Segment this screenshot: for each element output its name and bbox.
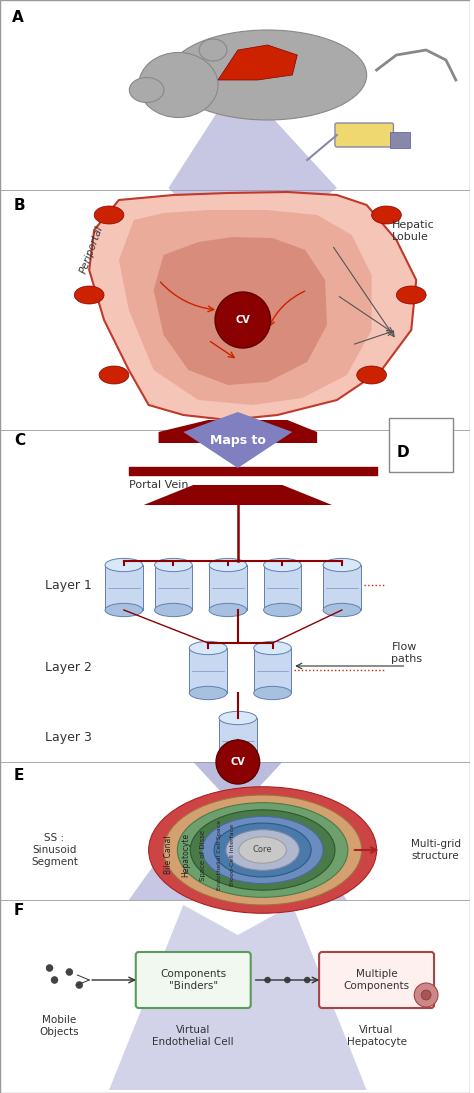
Ellipse shape bbox=[105, 559, 143, 572]
Text: CV: CV bbox=[236, 315, 250, 325]
Ellipse shape bbox=[202, 816, 323, 883]
Ellipse shape bbox=[149, 787, 376, 914]
Ellipse shape bbox=[264, 559, 301, 572]
Ellipse shape bbox=[396, 286, 426, 304]
FancyBboxPatch shape bbox=[319, 952, 434, 1008]
Circle shape bbox=[215, 292, 271, 348]
Circle shape bbox=[421, 990, 431, 1000]
Text: Layer 1: Layer 1 bbox=[45, 578, 91, 591]
Ellipse shape bbox=[264, 603, 301, 616]
Ellipse shape bbox=[199, 39, 227, 61]
Bar bbox=[219, 718, 256, 763]
Ellipse shape bbox=[105, 603, 143, 616]
Text: Hepatocyte: Hepatocyte bbox=[181, 833, 190, 877]
Text: Blood-Cell Interface: Blood-Cell Interface bbox=[230, 824, 236, 886]
FancyBboxPatch shape bbox=[136, 952, 251, 1008]
Polygon shape bbox=[144, 485, 332, 505]
Polygon shape bbox=[159, 420, 317, 443]
Circle shape bbox=[284, 977, 291, 983]
Text: SS :
Sinusoid
Segment: SS : Sinusoid Segment bbox=[31, 833, 78, 867]
Polygon shape bbox=[168, 80, 337, 188]
Circle shape bbox=[66, 968, 73, 975]
Ellipse shape bbox=[189, 642, 227, 655]
Text: Portal Vein: Portal Vein bbox=[129, 480, 188, 490]
Text: Multi-grid
structure: Multi-grid structure bbox=[411, 839, 461, 861]
Circle shape bbox=[264, 977, 271, 983]
Text: Core: Core bbox=[253, 846, 273, 855]
Polygon shape bbox=[119, 210, 372, 406]
Text: C: C bbox=[14, 433, 25, 448]
Bar bbox=[254, 648, 292, 693]
Bar bbox=[155, 565, 192, 610]
Ellipse shape bbox=[209, 559, 247, 572]
Polygon shape bbox=[89, 192, 416, 420]
Ellipse shape bbox=[372, 205, 401, 224]
Bar bbox=[105, 565, 143, 610]
Text: B: B bbox=[14, 198, 26, 213]
FancyBboxPatch shape bbox=[390, 418, 453, 472]
Circle shape bbox=[216, 740, 260, 784]
Polygon shape bbox=[168, 188, 337, 260]
Ellipse shape bbox=[209, 603, 247, 616]
Circle shape bbox=[51, 976, 58, 984]
Ellipse shape bbox=[214, 823, 311, 877]
Ellipse shape bbox=[226, 830, 299, 870]
Circle shape bbox=[46, 964, 53, 972]
Text: Space of Disse: Space of Disse bbox=[200, 830, 206, 881]
Polygon shape bbox=[193, 762, 283, 810]
Text: E: E bbox=[14, 768, 24, 783]
Ellipse shape bbox=[99, 366, 129, 384]
Ellipse shape bbox=[168, 30, 367, 120]
Polygon shape bbox=[109, 905, 367, 1090]
Text: A: A bbox=[12, 10, 24, 25]
Ellipse shape bbox=[357, 366, 386, 384]
Ellipse shape bbox=[239, 837, 286, 863]
Text: Multiple
Components: Multiple Components bbox=[344, 969, 410, 990]
Polygon shape bbox=[218, 45, 297, 80]
Ellipse shape bbox=[254, 686, 292, 700]
Circle shape bbox=[76, 982, 83, 988]
Text: Endothelial Cell Space: Endothelial Cell Space bbox=[217, 820, 221, 890]
Text: D: D bbox=[396, 445, 409, 460]
Ellipse shape bbox=[323, 603, 361, 616]
Bar bbox=[189, 648, 227, 693]
Text: Maps to: Maps to bbox=[210, 434, 266, 447]
Text: Hepatic
Lobule: Hepatic Lobule bbox=[392, 220, 434, 242]
Text: Layer 3: Layer 3 bbox=[45, 731, 91, 744]
Text: Virtual
Endothelial Cell: Virtual Endothelial Cell bbox=[153, 1025, 234, 1047]
Ellipse shape bbox=[74, 286, 104, 304]
Bar bbox=[264, 565, 301, 610]
Polygon shape bbox=[154, 237, 327, 385]
Text: CV: CV bbox=[230, 757, 245, 767]
Bar bbox=[323, 565, 361, 610]
Ellipse shape bbox=[139, 52, 218, 118]
Text: Flow
paths: Flow paths bbox=[392, 643, 422, 663]
Bar bbox=[209, 565, 247, 610]
Text: Mobile
Objects: Mobile Objects bbox=[40, 1015, 79, 1036]
Ellipse shape bbox=[155, 559, 192, 572]
FancyBboxPatch shape bbox=[335, 124, 393, 146]
Bar bbox=[391, 132, 410, 148]
Ellipse shape bbox=[254, 642, 292, 655]
Text: Components
"Binders": Components "Binders" bbox=[160, 969, 226, 990]
Text: Periportal: Periportal bbox=[78, 225, 104, 275]
Ellipse shape bbox=[219, 756, 256, 769]
Text: Bile Canal: Bile Canal bbox=[164, 836, 173, 874]
Polygon shape bbox=[129, 810, 347, 900]
Ellipse shape bbox=[219, 712, 256, 725]
Circle shape bbox=[414, 983, 438, 1007]
Ellipse shape bbox=[129, 78, 164, 103]
Ellipse shape bbox=[190, 810, 335, 890]
Text: F: F bbox=[14, 903, 24, 918]
Ellipse shape bbox=[323, 559, 361, 572]
Ellipse shape bbox=[177, 802, 348, 897]
Text: Virtual
Hepatocyte: Virtual Hepatocyte bbox=[346, 1025, 407, 1047]
Circle shape bbox=[304, 977, 310, 983]
Polygon shape bbox=[183, 412, 292, 468]
Ellipse shape bbox=[164, 795, 362, 905]
Ellipse shape bbox=[94, 205, 124, 224]
Ellipse shape bbox=[155, 603, 192, 616]
Text: Layer 2: Layer 2 bbox=[45, 661, 91, 674]
Ellipse shape bbox=[189, 686, 227, 700]
